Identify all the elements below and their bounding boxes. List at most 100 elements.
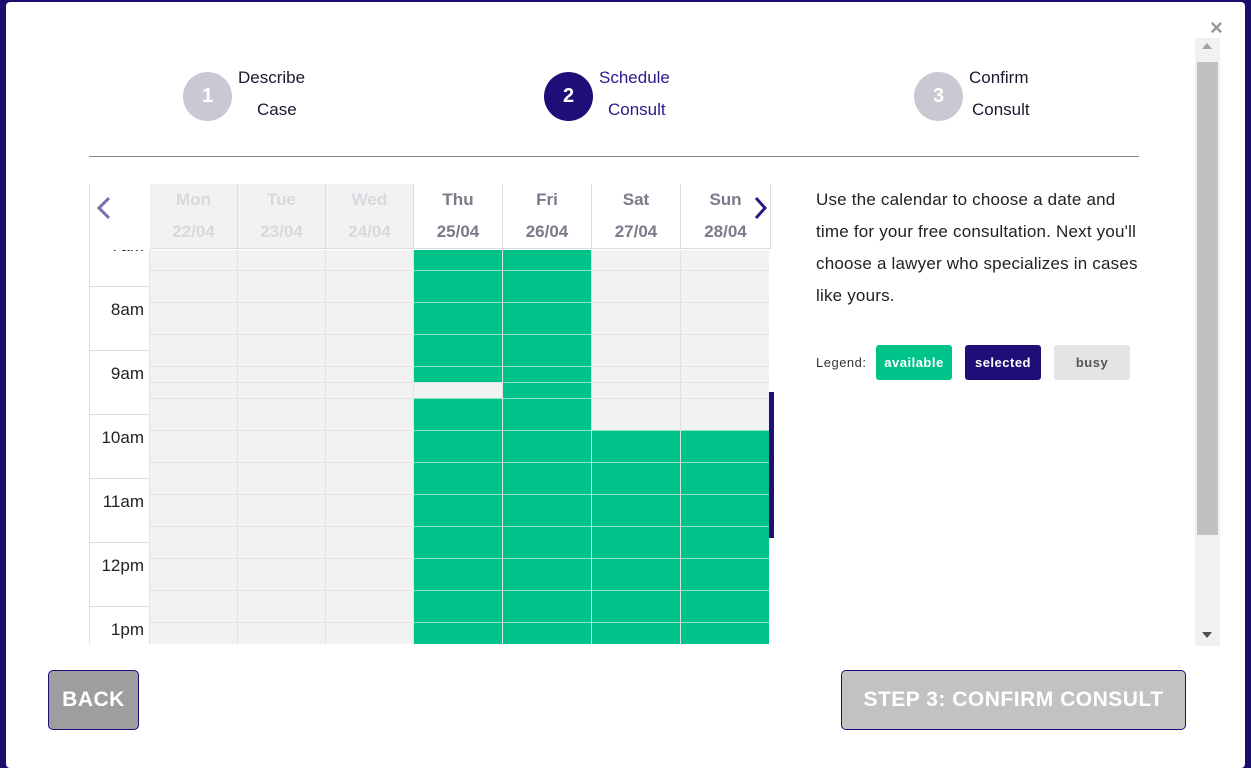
- available-slot[interactable]: [503, 382, 591, 398]
- slot-divider: [326, 622, 414, 623]
- available-slot[interactable]: [414, 270, 502, 302]
- available-slot[interactable]: [681, 590, 769, 622]
- available-slot[interactable]: [592, 430, 680, 462]
- busy-slot: [238, 302, 326, 334]
- time-label-7am: 7am: [90, 250, 144, 256]
- close-icon[interactable]: ×: [1210, 15, 1223, 40]
- available-slot[interactable]: [414, 622, 502, 644]
- day-header-fri: Fri 26/04: [503, 184, 592, 249]
- busy-slot: [238, 558, 326, 590]
- legend-busy: busy: [1054, 345, 1130, 380]
- available-slot[interactable]: [503, 590, 591, 622]
- calendar: Mon 22/04 Tue 23/04 Wed 24/04 Thu 25/04 Fri 26/04…: [89, 184, 776, 644]
- available-slot[interactable]: [414, 366, 502, 382]
- busy-slot: [326, 462, 414, 494]
- busy-slot: [150, 334, 238, 366]
- available-slot[interactable]: [592, 622, 680, 644]
- slot-divider: [681, 366, 769, 367]
- day-header-mon: Mon 22/04: [150, 184, 238, 249]
- available-slot[interactable]: [414, 334, 502, 366]
- calendar-grid: 7am 8am 9am 10am 11am 12pm 1pm: [90, 250, 776, 644]
- available-slot[interactable]: [592, 526, 680, 558]
- slot-divider: [326, 334, 414, 335]
- day-date: 25/04: [436, 222, 480, 241]
- available-slot[interactable]: [503, 398, 591, 430]
- slot-divider: [414, 462, 502, 463]
- busy-slot: [326, 366, 414, 382]
- available-slot[interactable]: [681, 494, 769, 526]
- busy-slot: [150, 302, 238, 334]
- calendar-scrollbar[interactable]: [769, 392, 774, 538]
- slot-divider: [414, 558, 502, 559]
- available-slot[interactable]: [681, 526, 769, 558]
- day-column-fri: [503, 250, 591, 644]
- column-divider: [413, 250, 414, 644]
- scroll-down-icon[interactable]: [1202, 632, 1212, 638]
- slot-divider: [681, 622, 769, 623]
- slot-divider: [681, 382, 769, 383]
- slot-divider: [503, 334, 591, 335]
- time-label-12pm: 12pm: [101, 556, 144, 575]
- slot-divider: [238, 302, 326, 303]
- slot-divider: [326, 526, 414, 527]
- available-slot[interactable]: [503, 430, 591, 462]
- available-slot[interactable]: [503, 250, 591, 270]
- available-slot[interactable]: [503, 366, 591, 382]
- calendar-instructions: Use the calendar to choose a date and ti…: [816, 190, 1138, 305]
- available-slot[interactable]: [414, 302, 502, 334]
- legend-title: Legend:: [816, 355, 867, 370]
- available-slot[interactable]: [592, 558, 680, 590]
- available-slot[interactable]: [503, 494, 591, 526]
- available-slot[interactable]: [414, 494, 502, 526]
- slot-divider: [592, 526, 680, 527]
- available-slot[interactable]: [681, 430, 769, 462]
- time-divider: [90, 478, 149, 479]
- modal-scrollbar[interactable]: [1195, 38, 1220, 646]
- available-slot[interactable]: [592, 590, 680, 622]
- available-slot[interactable]: [414, 590, 502, 622]
- busy-slot: [326, 622, 414, 644]
- busy-slot: [150, 526, 238, 558]
- prev-week-icon[interactable]: [90, 184, 150, 249]
- available-slot[interactable]: [414, 558, 502, 590]
- available-slot[interactable]: [414, 430, 502, 462]
- slot-divider: [592, 430, 680, 431]
- scrollbar-thumb[interactable]: [1197, 62, 1218, 535]
- day-name: Thu: [442, 190, 474, 209]
- available-slot[interactable]: [592, 462, 680, 494]
- available-slot[interactable]: [503, 526, 591, 558]
- slot-divider: [326, 590, 414, 591]
- slot-divider: [238, 526, 326, 527]
- available-slot[interactable]: [503, 270, 591, 302]
- available-slot[interactable]: [592, 494, 680, 526]
- slot-divider: [326, 382, 414, 383]
- next-week-icon[interactable]: [748, 184, 778, 249]
- available-slot[interactable]: [503, 622, 591, 644]
- available-slot[interactable]: [414, 462, 502, 494]
- confirm-consult-button[interactable]: STEP 3: CONFIRM CONSULT: [841, 670, 1186, 730]
- time-divider: [90, 350, 149, 351]
- busy-slot: [150, 366, 238, 382]
- available-slot[interactable]: [414, 250, 502, 270]
- slot-divider: [592, 382, 680, 383]
- available-slot[interactable]: [681, 558, 769, 590]
- available-slot[interactable]: [503, 302, 591, 334]
- slot-divider: [503, 382, 591, 383]
- busy-slot: [150, 382, 238, 398]
- slot-divider: [150, 558, 238, 559]
- slot-divider: [681, 398, 769, 399]
- available-slot[interactable]: [503, 558, 591, 590]
- available-slot[interactable]: [681, 462, 769, 494]
- available-slot[interactable]: [414, 398, 502, 430]
- available-slot[interactable]: [414, 526, 502, 558]
- available-slot[interactable]: [681, 622, 769, 644]
- busy-slot: [681, 302, 769, 334]
- scroll-up-icon[interactable]: [1202, 43, 1212, 49]
- available-slot[interactable]: [503, 334, 591, 366]
- busy-slot: [238, 250, 326, 270]
- slot-divider: [681, 558, 769, 559]
- back-button[interactable]: BACK: [48, 670, 139, 730]
- available-slot[interactable]: [503, 462, 591, 494]
- slot-divider: [326, 462, 414, 463]
- slot-divider: [503, 270, 591, 271]
